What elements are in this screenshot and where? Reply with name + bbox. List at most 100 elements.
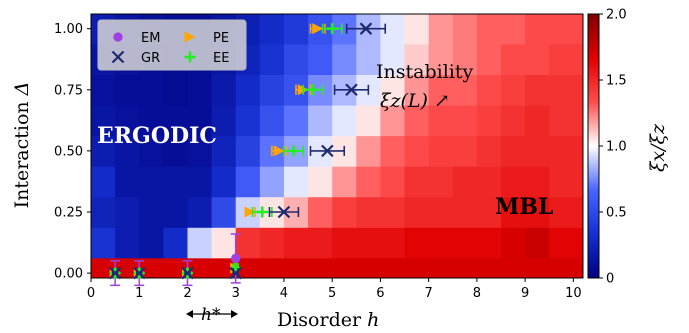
legend: EM PE GR EE	[97, 19, 247, 71]
heatmap-cell	[452, 166, 478, 198]
mbl-label: MBL	[495, 194, 553, 220]
heatmap-cell	[549, 135, 584, 167]
heatmap-cell	[332, 227, 357, 259]
heatmap-cell	[187, 227, 213, 259]
colorbar-tick-label: 1.5	[606, 74, 627, 89]
heatmap-cell	[525, 14, 550, 45]
plot-border	[90, 13, 584, 279]
legend-label: EE	[213, 51, 229, 66]
legend-marker-gr	[111, 50, 125, 64]
colorbar-tick-label: 0	[606, 272, 614, 287]
data-point-ee	[307, 84, 319, 96]
data-point-ee	[288, 145, 300, 157]
heatmap-cell	[235, 227, 261, 259]
heatmap-cell	[404, 43, 430, 75]
legend-label: EM	[141, 31, 160, 46]
heatmap-cell	[501, 74, 526, 106]
heatmap-cell	[404, 74, 430, 106]
heatmap-cell	[501, 196, 526, 228]
heatmap-cell	[476, 74, 502, 106]
heatmap-cell	[235, 166, 261, 198]
heatmap-cell	[163, 135, 188, 167]
heatmap-cell	[259, 105, 285, 137]
heatmap-cell	[428, 135, 454, 167]
heatmap-cell	[452, 227, 478, 259]
heatmap	[91, 14, 584, 279]
heatmap-cell	[380, 257, 406, 279]
heatmap-cell	[476, 105, 502, 137]
heatmap-cell	[380, 43, 406, 75]
data-point-pe	[244, 206, 256, 218]
heatmap-cell	[259, 257, 285, 279]
heatmap-cell	[187, 196, 213, 228]
heatmap-cell	[308, 257, 333, 279]
heatmap-cell	[235, 105, 261, 137]
heatmap-cell	[332, 43, 357, 75]
heatmap-cell	[404, 14, 430, 45]
heatmap-cell	[332, 196, 357, 228]
heatmap-cell	[163, 166, 188, 198]
heatmap-cell	[235, 135, 261, 167]
y-tick-label: 0.50	[54, 144, 83, 159]
heatmap-cell	[380, 196, 406, 228]
x-tick-label: 0	[87, 286, 95, 301]
heatmap-cell	[211, 257, 237, 279]
data-point-gr	[321, 144, 334, 158]
heatmap-cell	[91, 227, 116, 259]
x-tick-label: 6	[376, 286, 384, 301]
heatmap-cell	[549, 196, 584, 228]
heatmap-cell	[187, 74, 213, 106]
heatmap-cell	[380, 74, 406, 106]
heatmap-cell	[332, 257, 357, 279]
heatmap-cell	[356, 257, 381, 279]
x-tick-label: 7	[425, 286, 433, 301]
y-tick-label: 0.00	[54, 267, 83, 282]
data-point-gr	[345, 83, 358, 97]
heatmap-cell	[380, 166, 406, 198]
colorbar-gradient	[587, 13, 600, 279]
data-series	[108, 22, 387, 287]
heatmap-cell	[283, 14, 309, 45]
x-tick-label: 3	[232, 286, 240, 301]
heatmap-cell	[428, 257, 454, 279]
hstar-arrow-left-head	[186, 310, 193, 318]
heatmap-cell	[356, 196, 381, 228]
colorbar-tick-label: 1.0	[606, 140, 627, 155]
heatmap-cell	[115, 74, 140, 106]
heatmap-cell	[380, 227, 406, 259]
data-point-pe	[312, 23, 324, 35]
x-tick-label: 2	[183, 286, 191, 301]
data-point-gr	[277, 205, 291, 219]
legend-marker-pe	[184, 31, 196, 43]
heatmap-cell	[259, 166, 285, 198]
heatmap-cell	[501, 43, 526, 75]
heatmap-cell	[211, 74, 237, 106]
legend-label: GR	[141, 51, 160, 66]
heatmap-cell	[549, 105, 584, 137]
heatmap-cell	[211, 135, 237, 167]
heatmap-cell	[211, 166, 237, 198]
heatmap-cell	[356, 135, 381, 167]
heatmap-cell	[283, 227, 309, 259]
heatmap-cell	[428, 43, 454, 75]
heatmap-cell	[525, 166, 550, 198]
data-point-ee	[326, 23, 338, 35]
heatmap-cell	[428, 74, 454, 106]
heatmap-cell	[211, 105, 237, 137]
heatmap-cell	[91, 166, 116, 198]
heatmap-cell	[549, 74, 584, 106]
heatmap-cell	[380, 135, 406, 167]
instability-label: Instability	[376, 61, 473, 83]
x-tick-label: 5	[328, 286, 336, 301]
heatmap-cell	[476, 14, 502, 45]
heatmap-cell	[428, 105, 454, 137]
x-tick-label: 1	[135, 286, 143, 301]
heatmap-cell	[404, 227, 430, 259]
heatmap-cell	[356, 43, 381, 75]
y-axis-title: Interaction Δ	[11, 82, 33, 209]
y-tick-label: 0.25	[54, 206, 83, 221]
heatmap-cell	[163, 74, 188, 106]
heatmap-cell	[259, 74, 285, 106]
heatmap-cell	[91, 74, 116, 106]
